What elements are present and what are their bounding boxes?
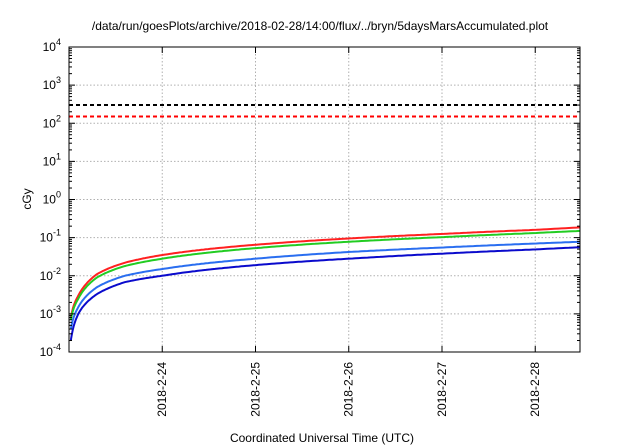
y-tick-label: 10-2 — [40, 266, 61, 283]
ticks — [69, 46, 580, 353]
y-tick-label: 104 — [43, 37, 61, 54]
y-tick-labels: 10-4 10-3 10-2 10-1 100 101 102 103 104 — [40, 37, 61, 359]
x-tick-label: 2018-2-24 — [155, 362, 169, 417]
grid-lines — [69, 47, 580, 352]
y-tick-label: 10-4 — [40, 342, 61, 359]
threshold-lines — [69, 104, 580, 118]
y-tick-label: 10-3 — [40, 304, 61, 321]
x-axis-label: Coordinated Universal Time (UTC) — [230, 431, 414, 445]
y-tick-label: 103 — [43, 75, 61, 92]
series-line — [69, 229, 581, 320]
y-tick-label: 100 — [43, 190, 61, 207]
y-tick-label: 102 — [43, 113, 61, 130]
x-tick-labels: 2018-2-24 2018-2-25 2018-2-26 2018-2-27 2018… — [155, 362, 542, 417]
series-lines — [69, 226, 581, 341]
series-line — [69, 226, 581, 318]
x-tick-label: 2018-2-28 — [528, 362, 542, 417]
x-tick-label: 2018-2-26 — [342, 362, 356, 417]
series-line — [69, 246, 581, 341]
y-tick-label: 101 — [43, 151, 61, 168]
y-tick-label: 10-1 — [40, 228, 61, 245]
chart-title: /data/run/goesPlots/archive/2018-02-28/1… — [92, 19, 549, 33]
x-tick-label: 2018-2-27 — [435, 362, 449, 417]
x-tick-label: 2018-2-25 — [248, 362, 262, 417]
y-axis-label: cGy — [20, 188, 34, 209]
series-line — [69, 240, 581, 330]
